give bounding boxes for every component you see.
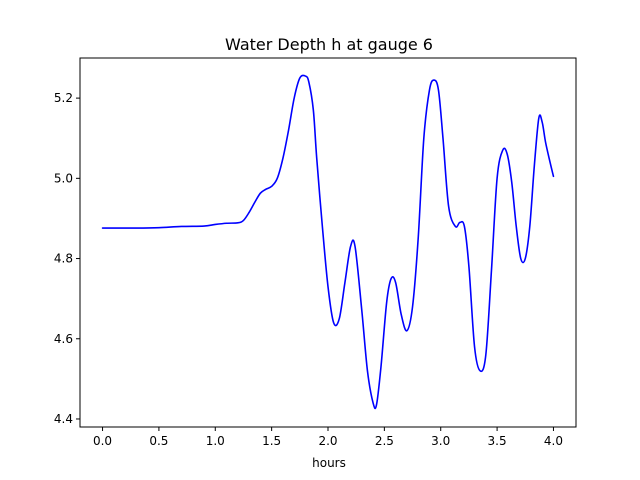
- y-tick-label: 4.6: [54, 332, 73, 346]
- x-axis-label: hours: [312, 456, 346, 470]
- x-tick-label: 4.0: [544, 434, 563, 448]
- x-tick-label: 2.5: [375, 434, 394, 448]
- y-tick-label: 5.0: [54, 171, 73, 185]
- y-tick-label: 4.8: [54, 252, 73, 266]
- plot-area: 0.0 0.5 1.0 1.5 2.0 2.5 3.0 3.5 4.0 4.4 4.6 4.8 5.0 5…: [54, 57, 577, 448]
- x-tick-label: 1.0: [206, 434, 225, 448]
- x-tick-label: 0.0: [93, 434, 112, 448]
- x-tick-label: 0.5: [149, 434, 168, 448]
- x-tick-label: 3.5: [488, 434, 507, 448]
- series-line-0: [101, 74, 555, 410]
- y-tick-label: 5.2: [54, 91, 73, 105]
- x-tick-label: 1.5: [262, 434, 281, 448]
- plot-frame: [79, 57, 577, 428]
- x-tick-label: 2.0: [318, 434, 337, 448]
- y-tick-label: 4.4: [54, 412, 73, 426]
- chart-title: Water Depth h at gauge 6: [225, 35, 433, 54]
- x-tick-label: 3.0: [431, 434, 450, 448]
